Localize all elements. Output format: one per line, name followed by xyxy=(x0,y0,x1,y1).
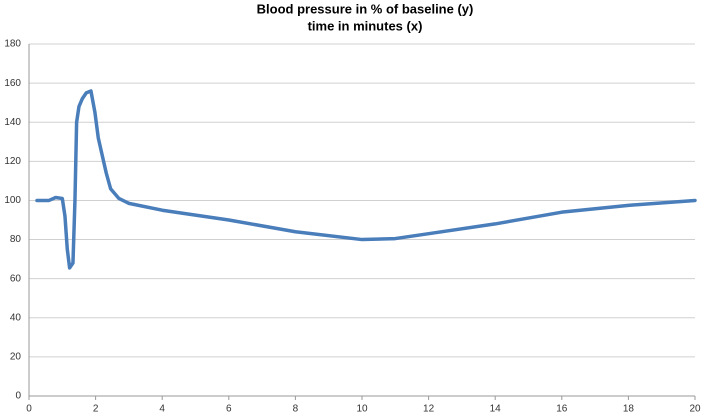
y-tick-label: 160 xyxy=(4,78,21,89)
x-tick-label: 14 xyxy=(490,404,502,415)
data-line xyxy=(35,89,697,270)
x-tick-label: 0 xyxy=(26,404,32,415)
chart-subtitle: time in minutes (x) xyxy=(308,18,423,33)
y-tick-label: 0 xyxy=(15,391,21,402)
chart-title: Blood pressure in % of baseline (y) xyxy=(257,1,474,16)
x-tick-label: 12 xyxy=(423,404,435,415)
x-tick-label: 2 xyxy=(93,404,99,415)
y-tick-label: 180 xyxy=(4,39,21,50)
y-tick-label: 40 xyxy=(10,312,22,323)
x-tick-label: 6 xyxy=(226,404,232,415)
y-tick-label: 20 xyxy=(10,352,22,363)
y-tick-label: 100 xyxy=(4,195,21,206)
y-tick-label: 60 xyxy=(10,273,22,284)
x-tick-label: 4 xyxy=(159,404,165,415)
y-tick-label: 120 xyxy=(4,156,21,167)
x-tick-label: 20 xyxy=(689,404,701,415)
x-tick-label: 18 xyxy=(623,404,635,415)
x-tick-label: 8 xyxy=(293,404,299,415)
x-tick-label: 16 xyxy=(556,404,568,415)
y-tick-label: 140 xyxy=(4,117,21,128)
y-tick-label: 80 xyxy=(10,234,22,245)
x-tick-label: 10 xyxy=(356,404,368,415)
